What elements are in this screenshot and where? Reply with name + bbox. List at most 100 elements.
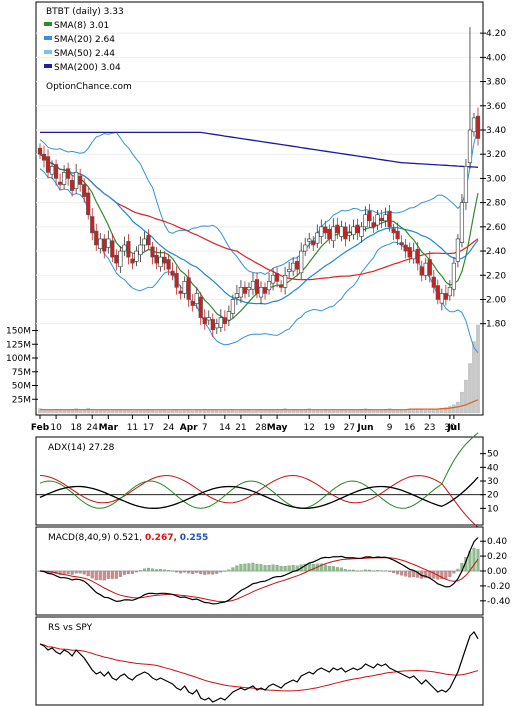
candle	[451, 257, 456, 297]
candle	[383, 207, 388, 227]
candle-body	[427, 259, 432, 276]
volume-bar	[411, 408, 416, 414]
macd-hist-value: 0.255	[180, 533, 208, 543]
macd-hist-bar	[243, 563, 247, 572]
volume-bar	[190, 410, 195, 414]
minus-di-line	[39, 474, 479, 528]
macd-hist-bar	[448, 570, 452, 577]
volume-bar	[166, 410, 171, 414]
volume-bar	[174, 410, 179, 414]
volume-tick-label: 75M	[12, 368, 31, 378]
macd-hist-bar	[263, 565, 267, 572]
candle	[291, 257, 296, 276]
macd-hist-bar	[82, 570, 86, 575]
adx-title: ADX(14) 27.28	[48, 443, 115, 453]
candle-body	[367, 210, 372, 222]
date-tick-label: 14	[219, 423, 231, 433]
candle	[170, 262, 175, 281]
candle	[126, 234, 131, 265]
candle-body	[411, 250, 416, 260]
macd-hist-bar	[187, 570, 191, 574]
candle-body	[53, 164, 59, 179]
candle	[154, 246, 159, 270]
volume-bar	[239, 410, 243, 414]
candle-body	[57, 181, 63, 185]
candle	[467, 27, 473, 169]
price-tick-label: 4.00	[486, 53, 506, 63]
macd-tick-label: 0.40	[487, 537, 507, 547]
rs-panel: RS vs SPY	[35, 616, 484, 706]
candle-body	[435, 285, 440, 300]
legend-swatch	[44, 22, 52, 26]
candle	[463, 159, 469, 210]
date-tick-label: 7	[202, 423, 208, 433]
volume-bar	[223, 410, 227, 414]
candle	[110, 233, 115, 262]
candle	[287, 261, 292, 278]
macd-hist-bar	[235, 565, 239, 572]
macd-hist-bar	[191, 570, 195, 574]
macd-hist-bar	[219, 570, 223, 573]
macd-hist-bar	[179, 570, 183, 574]
candle	[391, 223, 396, 241]
candle	[387, 205, 392, 232]
volume-bar	[150, 410, 155, 414]
candle	[395, 222, 400, 245]
candle	[250, 272, 256, 296]
macd-hist-bar	[62, 570, 66, 575]
price-tick-label: 3.60	[486, 102, 506, 112]
macd-hist-bar	[94, 570, 98, 581]
candle-body	[142, 238, 147, 246]
volume-bar	[178, 410, 183, 414]
price-axis: 4.20 4.00 3.80 3.60 3.40 3.20 3.00 2.80 2.60 2.40…	[480, 29, 506, 330]
candle-body	[130, 258, 135, 264]
candle	[70, 175, 75, 197]
price-panel: 4.20 4.00 3.80 3.60 3.40 3.20 3.00 2.80 2.60 2.40…	[6, 1, 506, 416]
macd-hist-bar	[155, 569, 159, 572]
candle-body	[230, 299, 235, 314]
candle-body	[198, 296, 203, 318]
plus-di-line	[39, 432, 479, 509]
macd-hist-bar	[359, 570, 363, 572]
candle-body	[94, 230, 99, 246]
candle	[315, 224, 320, 249]
candle	[459, 194, 465, 248]
candle	[379, 209, 384, 229]
price-tick-label: 1.80	[486, 320, 506, 330]
legend-swatch	[44, 36, 52, 40]
candle	[41, 145, 47, 168]
candle-body	[242, 287, 248, 294]
volume-bar	[460, 391, 464, 414]
macd-tick-label: 0.00	[487, 567, 507, 577]
candle-body	[423, 262, 428, 276]
candle	[226, 305, 231, 327]
volume-bar	[464, 379, 468, 414]
candle	[118, 246, 123, 273]
date-tick-label: 23	[424, 423, 435, 433]
candle-body	[218, 317, 223, 328]
date-axis: Feb 10 18 24 Mar 11 17 24 Apr 7 14 21 28 May 12 19 27 Jun…	[31, 415, 460, 433]
candle	[234, 284, 239, 305]
candle	[279, 280, 284, 293]
candle-body	[174, 273, 179, 288]
candle-body	[222, 317, 227, 324]
candle-body	[246, 287, 252, 291]
volume-bar	[375, 410, 380, 414]
candle-body	[250, 281, 256, 290]
adx-tick-label: 50	[487, 450, 499, 460]
macd-hist-bar	[159, 569, 163, 572]
candle-body	[371, 222, 376, 228]
candle	[274, 267, 280, 288]
candle	[335, 217, 340, 239]
volume-bar	[419, 409, 424, 414]
macd-hist-bar	[355, 570, 359, 572]
candle-body	[471, 117, 477, 133]
candle-body	[70, 179, 75, 191]
macd-hist-bar	[472, 547, 476, 572]
volume-bar	[387, 408, 392, 414]
candle	[53, 159, 59, 186]
macd-hist-bar	[259, 564, 263, 572]
macd-tick-label: 0.20	[487, 552, 507, 562]
volume-bar	[82, 410, 86, 414]
date-tick-label: 12	[304, 423, 315, 433]
